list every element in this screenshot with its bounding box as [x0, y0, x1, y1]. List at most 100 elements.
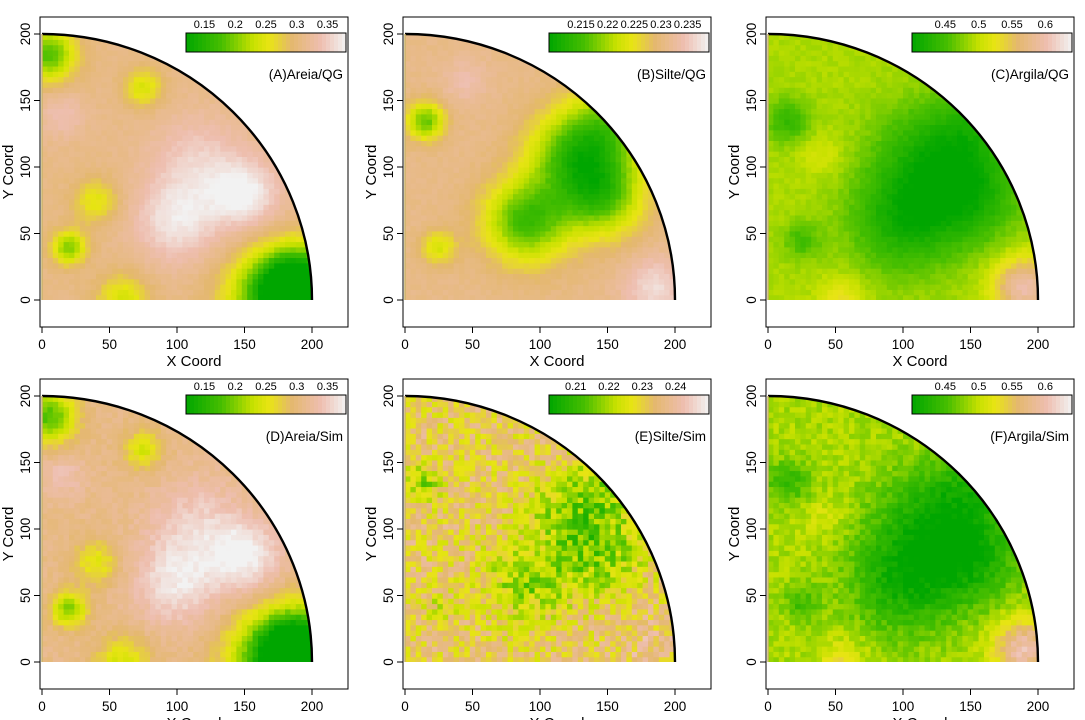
- heatmap-cell: [811, 135, 818, 141]
- heatmap-cell: [279, 257, 286, 264]
- heatmap-cell: [464, 225, 471, 232]
- heatmap-cell: [47, 81, 54, 88]
- heatmap-cell: [421, 71, 428, 78]
- heatmap-cell: [112, 225, 119, 232]
- colorbar-swatch: [186, 33, 191, 52]
- heatmap-cell: [52, 49, 59, 56]
- heatmap-cell: [432, 44, 438, 51]
- heatmap-cell: [160, 140, 167, 147]
- heatmap-cell: [469, 193, 476, 200]
- heatmap-cell: [101, 193, 108, 200]
- heatmap-cell: [150, 81, 156, 88]
- heatmap-cell: [827, 135, 834, 141]
- heatmap-cell: [795, 188, 801, 195]
- heatmap-cell: [182, 289, 189, 296]
- heatmap-cell: [773, 167, 780, 173]
- heatmap-cell: [545, 81, 552, 88]
- heatmap-cell: [187, 257, 194, 264]
- heatmap-cell: [85, 60, 92, 67]
- heatmap-cell: [637, 284, 644, 290]
- heatmap-cell: [545, 241, 552, 248]
- heatmap-cell: [540, 252, 546, 259]
- heatmap-cell: [567, 103, 573, 110]
- heatmap-cell: [101, 124, 108, 131]
- heatmap-cell: [214, 252, 221, 259]
- colorbar-swatch: [310, 33, 315, 52]
- heatmap-cell: [69, 204, 75, 211]
- heatmap-cell: [79, 225, 86, 232]
- heatmap-cell: [811, 161, 818, 168]
- heatmap-cell: [139, 135, 146, 141]
- heatmap-cell: [123, 39, 129, 46]
- heatmap-cell: [832, 44, 839, 51]
- heatmap-cell: [69, 284, 75, 290]
- heatmap-cell: [621, 262, 627, 269]
- heatmap-cell: [123, 140, 129, 147]
- heatmap-cell: [79, 209, 86, 216]
- heatmap-cell: [117, 273, 124, 280]
- heatmap-cell: [74, 230, 81, 237]
- heatmap-cell: [615, 161, 622, 168]
- heatmap-cell: [594, 172, 600, 179]
- heatmap-cell: [96, 49, 102, 56]
- heatmap-cell: [588, 273, 595, 280]
- heatmap-cell: [268, 289, 275, 296]
- heatmap-cell: [421, 65, 428, 72]
- heatmap-cell: [209, 273, 216, 280]
- heatmap-cell: [811, 172, 818, 179]
- heatmap-cell: [128, 92, 135, 99]
- heatmap-cell: [811, 55, 818, 62]
- heatmap-cell: [459, 161, 465, 168]
- heatmap-cell: [811, 39, 818, 46]
- heatmap-cell: [550, 113, 557, 120]
- heatmap-cell: [42, 236, 48, 243]
- heatmap-cell: [63, 193, 70, 200]
- heatmap-cell: [486, 65, 492, 72]
- heatmap-cell: [475, 225, 482, 232]
- heatmap-cell: [599, 193, 606, 200]
- heatmap-cell: [648, 236, 654, 243]
- heatmap-cell: [198, 230, 205, 237]
- heatmap-cell: [258, 172, 264, 179]
- heatmap-cell: [795, 289, 801, 296]
- heatmap-cell: [822, 71, 828, 78]
- heatmap-cell: [432, 268, 438, 274]
- heatmap-cell: [150, 156, 156, 163]
- heatmap-cell: [252, 294, 259, 300]
- heatmap-cell: [588, 289, 595, 296]
- heatmap-cell: [106, 284, 113, 290]
- heatmap-cell: [486, 273, 492, 280]
- heatmap-cell: [69, 246, 75, 253]
- heatmap-cell: [139, 60, 146, 67]
- heatmap-cell: [768, 119, 774, 126]
- heatmap-cell: [631, 198, 638, 205]
- heatmap-cell: [117, 214, 124, 221]
- heatmap-cell: [832, 108, 839, 115]
- heatmap-cell: [448, 76, 455, 83]
- colorbar-swatch: [633, 33, 638, 52]
- heatmap-cell: [63, 140, 70, 147]
- heatmap-cell: [550, 145, 557, 152]
- heatmap-cell: [773, 241, 780, 248]
- heatmap-cell: [117, 252, 124, 259]
- heatmap-cell: [480, 44, 487, 51]
- heatmap-cell: [263, 294, 270, 300]
- heatmap-cell: [459, 204, 465, 211]
- heatmap-cell: [534, 167, 541, 173]
- heatmap-cell: [529, 65, 536, 72]
- heatmap-cells: [768, 34, 1038, 300]
- heatmap-cell: [128, 124, 135, 131]
- heatmap-cell: [513, 87, 519, 94]
- heatmap-cell: [85, 252, 92, 259]
- heatmap-cell: [128, 108, 135, 115]
- heatmap-cell: [74, 246, 81, 253]
- heatmap-cell: [437, 172, 444, 179]
- heatmap-cell: [523, 278, 530, 285]
- heatmap-cell: [805, 97, 812, 104]
- heatmap-cell: [47, 204, 54, 211]
- heatmap-cell: [63, 124, 70, 131]
- heatmap-cell: [491, 172, 498, 179]
- heatmap-cell: [577, 108, 584, 115]
- heatmap-cell: [540, 113, 546, 120]
- colorbar-swatch: [198, 33, 203, 52]
